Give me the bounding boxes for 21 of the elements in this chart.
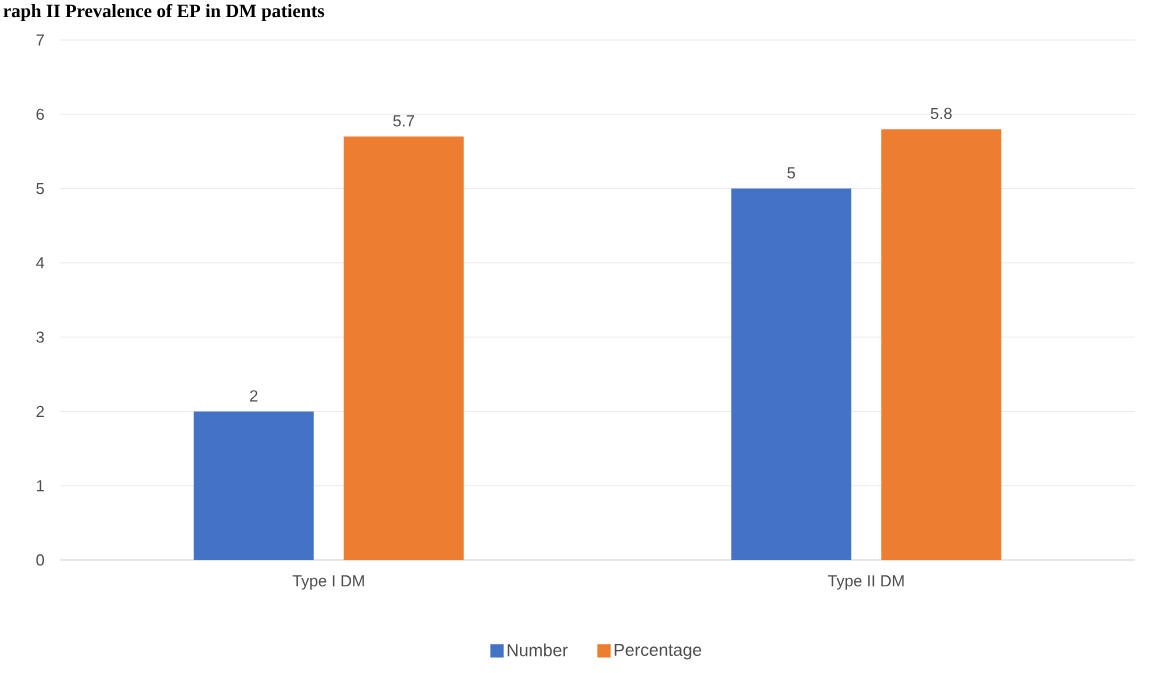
y-tick-label: 2 xyxy=(36,405,44,418)
bar xyxy=(343,136,464,560)
data-label: 5 xyxy=(787,167,796,179)
bar xyxy=(731,188,852,560)
y-tick-label: 1 xyxy=(36,480,44,492)
bar xyxy=(193,411,314,560)
bar xyxy=(881,129,1002,560)
x-tick-label: Type I DM xyxy=(292,575,364,590)
y-tick-label: 0 xyxy=(36,554,45,566)
x-tick-label: Type II DM xyxy=(827,575,904,590)
y-tick-label: 7 xyxy=(36,34,44,46)
legend-label: Percentage xyxy=(614,643,702,660)
y-tick-label: 5 xyxy=(36,182,44,195)
y-tick-label: 3 xyxy=(36,331,44,343)
y-tick-label: 6 xyxy=(36,108,44,120)
data-label: 2 xyxy=(250,390,258,402)
y-tick-label: 4 xyxy=(36,257,45,269)
chart-title: raph II Prevalence of EP in DM patients xyxy=(3,3,325,22)
legend-label: Number xyxy=(507,643,568,657)
data-label: 5.8 xyxy=(930,107,952,120)
data-label: 5.7 xyxy=(393,115,415,127)
